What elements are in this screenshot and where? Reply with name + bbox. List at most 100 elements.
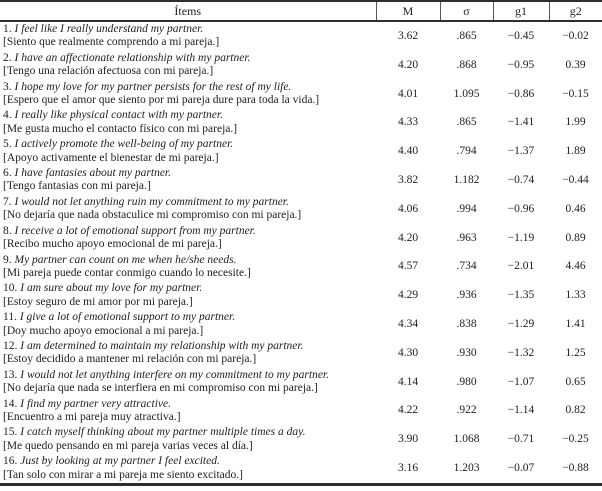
- stat-g1: −2.01: [507, 260, 535, 273]
- stat-g2: 0.46: [565, 202, 586, 215]
- stat-mean: 3.62: [397, 29, 419, 42]
- stat-sigma: .930: [456, 346, 477, 359]
- stat-g2: 0.89: [565, 231, 586, 244]
- item-number: 6.: [3, 167, 15, 180]
- item-number: 1.: [3, 23, 15, 35]
- table-row: 16. Just by looking at my partner I feel…: [0, 454, 602, 484]
- item-number: 13.: [3, 368, 21, 381]
- item-number: 2.: [3, 51, 15, 64]
- item-number: 8.: [3, 224, 15, 237]
- stat-sigma: .994: [456, 202, 477, 215]
- stat-sigma: 1.068: [453, 433, 480, 446]
- stat-g2: 4.46: [565, 260, 586, 273]
- item-cell: 12. I am determined to maintain my relat…: [0, 339, 376, 368]
- stat-mean: 3.90: [397, 433, 419, 446]
- stat-g1: −0.74: [507, 173, 535, 186]
- item-number: 3.: [3, 80, 15, 93]
- column-header-items: Ítems: [0, 1, 376, 22]
- stat-g1: −1.07: [507, 375, 535, 388]
- stat-g1: −0.96: [507, 202, 535, 215]
- item-line-spanish: [Me gusta mucho el contacto físico con m…: [3, 122, 238, 135]
- stat-g2: −0.88: [562, 462, 589, 475]
- item-number: 14.: [3, 397, 21, 410]
- stat-sigma: .794: [456, 145, 477, 158]
- item-line-spanish: [Espero que el amor que siento por mi pa…: [3, 94, 320, 107]
- item-text-english: I hope my love for my partner persists f…: [14, 80, 292, 93]
- item-cell: 16. Just by looking at my partner I feel…: [0, 454, 376, 484]
- item-number: 12.: [3, 339, 21, 352]
- item-text-english: I really like physical contact with my p…: [14, 109, 223, 122]
- table-row: 6. I have fantasies about my partner. [Te…: [0, 166, 602, 195]
- stat-g1: −0.71: [507, 433, 535, 446]
- stat-g1: −1.32: [507, 346, 535, 359]
- table-row: 13. I would not let anything interfere o…: [0, 368, 602, 397]
- item-line-spanish: [Estoy seguro de mi amor por mi pareja.]: [3, 295, 193, 308]
- item-text-english: I would not let anything interfere on my…: [20, 368, 329, 381]
- item-cell: 8. I receive a lot of emotional support …: [0, 224, 376, 253]
- column-header-g2: g2: [548, 1, 602, 22]
- item-cell: 1. I feel like I really understand my pa…: [0, 21, 376, 51]
- stat-g2: 1.41: [565, 318, 586, 331]
- item-text-english: I would not let anything ruin my commitm…: [14, 195, 289, 208]
- item-line-english: 6. I have fantasies about my partner.: [3, 167, 374, 180]
- stat-mean: 3.16: [397, 462, 419, 475]
- stat-sigma: .865: [456, 116, 477, 129]
- table-row: 2. I have an affectionate relationship w…: [0, 51, 602, 80]
- stat-sigma: .865: [456, 29, 477, 42]
- stat-mean: 4.33: [397, 116, 419, 129]
- stat-sigma: .734: [456, 260, 477, 273]
- item-text-english: I am determined to maintain my relations…: [20, 339, 304, 352]
- stat-g2: 1.33: [565, 289, 586, 302]
- item-cell: 7. I would not let anything ruin my comm…: [0, 195, 376, 224]
- table-body: 1. I feel like I really understand my pa…: [0, 21, 602, 485]
- stat-mean: 4.29: [397, 289, 419, 302]
- column-header-g1: g1: [492, 1, 549, 22]
- item-line-spanish: [Encuentro a mi pareja muy atractiva.]: [3, 410, 181, 423]
- stat-sigma: 1.203: [453, 462, 480, 475]
- item-cell: 11. I give a lot of emotional support to…: [0, 310, 376, 339]
- stat-sigma: .868: [456, 58, 477, 71]
- stat-g2: 1.25: [565, 346, 586, 359]
- item-cell: 3. I hope my love for my partner persist…: [0, 80, 376, 109]
- stat-g2: −0.15: [562, 87, 589, 100]
- item-line-spanish: [Siento que realmente comprendo a mi par…: [3, 36, 220, 49]
- stat-g1: −1.19: [507, 231, 535, 244]
- stat-mean: 4.30: [397, 346, 419, 359]
- column-header-mean: M: [375, 1, 440, 22]
- table-row: 10. I am sure about my love for my partn…: [0, 281, 602, 310]
- item-cell: 15. I catch myself thinking about my par…: [0, 425, 376, 454]
- item-text-english: I actively promote the well-being of my …: [14, 138, 234, 151]
- item-text-english: I find my partner very attractive.: [20, 397, 171, 410]
- item-line-english: 5. I actively promote the well-being of …: [3, 138, 374, 151]
- stat-g1: −1.35: [507, 289, 535, 302]
- stat-g1: −1.14: [507, 404, 535, 417]
- item-line-spanish: [No dejaría que nada obstaculice mi comp…: [3, 209, 302, 222]
- item-line-english: 14. I find my partner very attractive.: [3, 398, 374, 411]
- item-text-english: Just by looking at my partner I feel exc…: [20, 455, 220, 468]
- item-line-english: 8. I receive a lot of emotional support …: [3, 225, 374, 238]
- item-line-english: 9. My partner can count on me when he/sh…: [3, 254, 374, 267]
- item-line-spanish: [Doy mucho apoyo emocional a mi pareja.]: [3, 324, 204, 337]
- item-cell: 9. My partner can count on me when he/sh…: [0, 253, 376, 282]
- item-line-spanish: [No dejaría que nada se interfiera en mi…: [3, 382, 318, 395]
- item-number: 11.: [3, 311, 20, 324]
- table-row: 9. My partner can count on me when he/sh…: [0, 253, 602, 282]
- item-cell: 6. I have fantasies about my partner. [Te…: [0, 166, 376, 195]
- item-cell: 2. I have an affectionate relationship w…: [0, 51, 376, 80]
- item-number: 15.: [3, 426, 21, 439]
- table-row: 5. I actively promote the well-being of …: [0, 137, 602, 166]
- stat-sigma: .980: [456, 375, 477, 388]
- stat-sigma: .922: [456, 404, 477, 417]
- item-text-english: I feel like I really understand my partn…: [14, 23, 204, 35]
- item-line-spanish: [Mi pareja puede contar conmigo cuando l…: [3, 266, 251, 279]
- item-number: 4.: [3, 109, 15, 122]
- stat-mean: 4.20: [397, 231, 419, 244]
- item-line-english: 15. I catch myself thinking about my par…: [3, 426, 374, 439]
- stat-g2: 1.89: [565, 145, 586, 158]
- stat-g2: 0.82: [565, 404, 586, 417]
- table-row: 14. I find my partner very attractive. [E…: [0, 397, 602, 426]
- stat-mean: 4.06: [397, 202, 419, 215]
- stat-mean: 4.40: [397, 145, 419, 158]
- item-cell: 4. I really like physical contact with m…: [0, 108, 376, 137]
